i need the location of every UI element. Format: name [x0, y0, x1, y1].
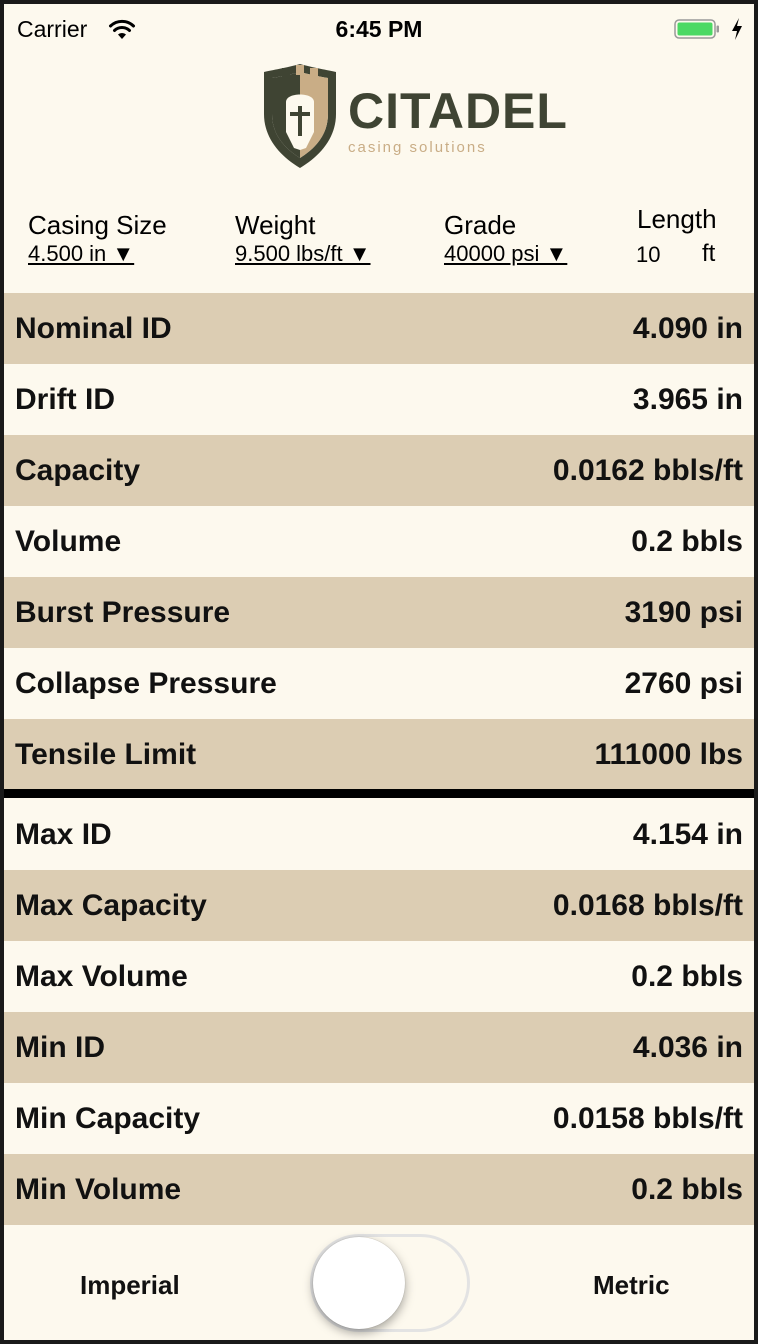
- result-value: 4.090 in: [632, 311, 743, 345]
- tolerance-row: Min ID 4.036 in: [4, 1012, 754, 1083]
- result-value: 0.0162 bbls/ft: [552, 453, 743, 487]
- toggle-knob[interactable]: [313, 1237, 405, 1329]
- carrier-label: Carrier: [17, 16, 88, 42]
- result-label: Burst Pressure: [15, 595, 231, 629]
- result-row: Drift ID 3.965 in: [4, 364, 754, 435]
- result-row: Capacity 0.0162 bbls/ft: [4, 435, 754, 506]
- length-unit: ft: [702, 240, 716, 267]
- result-value: 3190 psi: [624, 595, 743, 629]
- casing-size-label: Casing Size: [28, 210, 167, 240]
- status-bar: Carrier 6:45 PM: [4, 4, 754, 56]
- logo-title: CITADEL: [348, 83, 568, 139]
- battery-icon: [674, 19, 719, 39]
- tolerance-label: Min Capacity: [15, 1101, 201, 1135]
- result-value: 2760 psi: [624, 666, 743, 700]
- result-value: 0.2 bbls: [631, 524, 743, 558]
- result-row: Tensile Limit 111000 lbs: [4, 719, 754, 790]
- tolerance-label: Max Volume: [15, 959, 188, 993]
- citadel-shield-icon: [264, 64, 336, 168]
- casing-size-dropdown[interactable]: 4.500 in ▼: [28, 241, 135, 266]
- tolerance-value: 0.2 bbls: [631, 959, 743, 993]
- grade-label: Grade: [444, 210, 517, 240]
- casing-size-selector[interactable]: Casing Size 4.500 in ▼: [28, 210, 167, 268]
- tolerance-value: 4.154 in: [632, 817, 743, 851]
- wifi-icon: [109, 19, 135, 39]
- weight-selector[interactable]: Weight 9.500 lbs/ft ▼: [235, 210, 371, 268]
- imperial-label[interactable]: Imperial: [80, 1270, 180, 1300]
- result-label: Collapse Pressure: [15, 666, 277, 700]
- section-divider: [4, 789, 754, 798]
- result-label: Capacity: [15, 453, 141, 487]
- tolerance-value: 4.036 in: [632, 1030, 743, 1064]
- result-value: 111000 lbs: [594, 737, 743, 771]
- tolerance-label: Max Capacity: [15, 888, 207, 922]
- clock: 6:45 PM: [335, 16, 423, 42]
- result-label: Tensile Limit: [15, 737, 197, 771]
- tolerance-row: Min Capacity 0.0158 bbls/ft: [4, 1083, 754, 1154]
- citadel-logo: CITADEL casing solutions: [262, 62, 567, 172]
- result-row: Burst Pressure 3190 psi: [4, 577, 754, 648]
- tolerance-value: 0.0168 bbls/ft: [552, 888, 743, 922]
- tolerance-row: Max Volume 0.2 bbls: [4, 941, 754, 1012]
- result-label: Volume: [15, 524, 122, 558]
- result-label: Nominal ID: [15, 311, 172, 345]
- tolerance-value: 0.2 bbls: [631, 1172, 743, 1206]
- results-table: Nominal ID 4.090 in Drift ID 3.965 in Ca…: [4, 293, 754, 790]
- length-label: Length: [637, 204, 717, 234]
- weight-dropdown[interactable]: 9.500 lbs/ft ▼: [235, 241, 371, 266]
- tolerance-value: 0.0158 bbls/ft: [552, 1101, 743, 1135]
- tolerance-table: Max ID 4.154 in Max Capacity 0.0168 bbls…: [4, 799, 754, 1225]
- tolerance-label: Min Volume: [15, 1172, 182, 1206]
- grade-dropdown[interactable]: 40000 psi ▼: [444, 241, 568, 266]
- tolerance-row: Max Capacity 0.0168 bbls/ft: [4, 870, 754, 941]
- result-row: Nominal ID 4.090 in: [4, 293, 754, 364]
- result-row: Volume 0.2 bbls: [4, 506, 754, 577]
- app-screen: Carrier 6:45 PM CITADEL: [4, 4, 754, 1340]
- grade-selector[interactable]: Grade 40000 psi ▼: [444, 210, 567, 268]
- tolerance-label: Min ID: [15, 1030, 105, 1064]
- length-input[interactable]: [636, 240, 688, 270]
- logo-subtitle: casing solutions: [348, 139, 487, 156]
- result-value: 3.965 in: [632, 382, 743, 416]
- tolerance-row: Min Volume 0.2 bbls: [4, 1154, 754, 1225]
- metric-label[interactable]: Metric: [593, 1270, 670, 1300]
- weight-label: Weight: [235, 210, 316, 240]
- tolerance-row: Max ID 4.154 in: [4, 799, 754, 870]
- charging-bolt-icon: [732, 18, 742, 40]
- result-label: Drift ID: [15, 382, 115, 416]
- unit-toggle-switch[interactable]: [310, 1234, 470, 1332]
- tolerance-label: Max ID: [15, 817, 112, 851]
- result-row: Collapse Pressure 2760 psi: [4, 648, 754, 719]
